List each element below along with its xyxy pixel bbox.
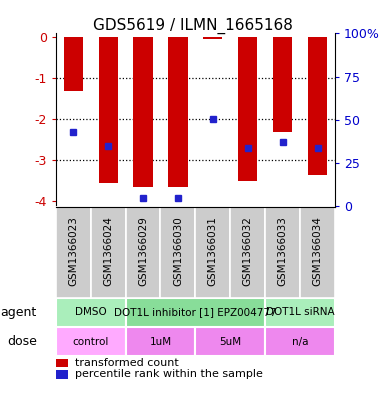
Text: GSM1366034: GSM1366034 <box>313 216 323 286</box>
Text: DOT1L inhibitor [1] EPZ004777: DOT1L inhibitor [1] EPZ004777 <box>114 307 277 317</box>
Text: 1uM: 1uM <box>149 336 172 347</box>
Bar <box>203 37 223 39</box>
Bar <box>56 207 91 298</box>
Text: DMSO: DMSO <box>75 307 107 317</box>
Bar <box>265 327 335 356</box>
Bar <box>265 207 300 298</box>
Bar <box>99 37 118 183</box>
Text: agent: agent <box>0 306 37 319</box>
Bar <box>195 207 230 298</box>
Bar <box>238 37 257 181</box>
Bar <box>126 207 161 298</box>
Bar <box>134 37 152 187</box>
Bar <box>300 207 335 298</box>
Text: GSM1366030: GSM1366030 <box>173 216 183 286</box>
Text: 5uM: 5uM <box>219 336 241 347</box>
Bar <box>56 327 126 356</box>
Text: GSM1366024: GSM1366024 <box>103 216 113 286</box>
Text: GSM1366033: GSM1366033 <box>278 216 288 286</box>
Bar <box>265 298 335 327</box>
Bar <box>308 37 327 174</box>
Bar <box>91 207 126 298</box>
Text: control: control <box>72 336 109 347</box>
Text: GDS5619 / ILMN_1665168: GDS5619 / ILMN_1665168 <box>92 18 293 34</box>
Text: GSM1366029: GSM1366029 <box>138 216 148 286</box>
Text: GSM1366031: GSM1366031 <box>208 216 218 286</box>
Bar <box>195 327 265 356</box>
Text: DOT1L siRNA: DOT1L siRNA <box>266 307 334 317</box>
Bar <box>168 37 187 187</box>
Text: dose: dose <box>7 335 37 348</box>
Bar <box>126 298 265 327</box>
Bar <box>56 370 69 379</box>
Text: n/a: n/a <box>292 336 308 347</box>
Bar <box>126 327 195 356</box>
Bar <box>230 207 265 298</box>
Bar <box>64 37 83 91</box>
Text: GSM1366023: GSM1366023 <box>68 216 78 286</box>
Text: GSM1366032: GSM1366032 <box>243 216 253 286</box>
Bar <box>161 207 195 298</box>
Text: percentile rank within the sample: percentile rank within the sample <box>75 369 263 379</box>
Text: transformed count: transformed count <box>75 358 179 368</box>
Bar <box>56 298 126 327</box>
Bar <box>273 37 292 132</box>
Bar <box>56 359 69 367</box>
